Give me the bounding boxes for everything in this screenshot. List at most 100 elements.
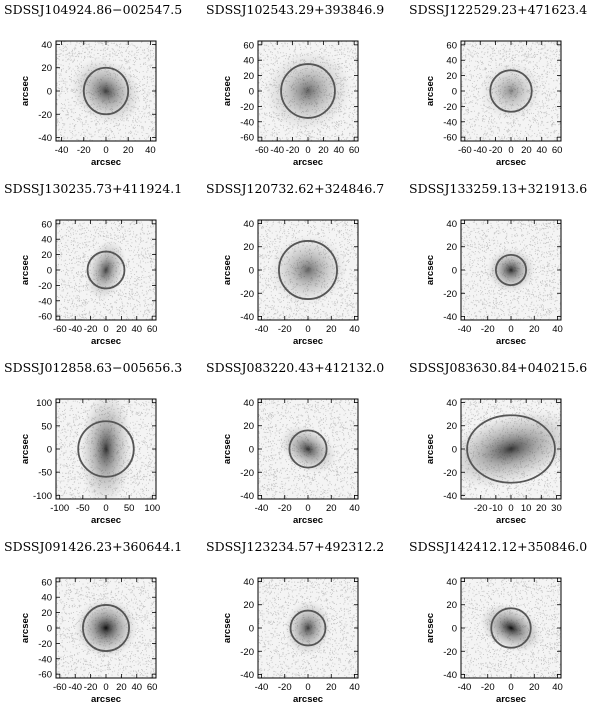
y-tick-label: -40 <box>443 117 457 128</box>
x-tick-label: -40 <box>458 324 472 335</box>
galaxy-panel: SDSSJ130235.73+411924.1-60 -40 -20 0 20 40 60-… <box>4 181 182 347</box>
x-axis-label: arcsec <box>91 336 121 347</box>
galaxy-light <box>79 399 133 499</box>
x-tick-label: 0 <box>508 145 513 156</box>
y-axis-label: arcsec <box>222 613 233 643</box>
x-tick-label: 20 <box>318 145 329 156</box>
x-tick-label: 0 <box>103 503 108 514</box>
x-tick-label: -40 <box>255 503 269 514</box>
y-tick-label: -40 <box>38 654 52 665</box>
y-tick-label: 60 <box>446 40 457 51</box>
panel-title: SDSSJ142412.12+350846.0 <box>409 539 587 554</box>
y-tick-label: -20 <box>38 639 52 650</box>
y-tick-label: 0 <box>249 624 254 635</box>
y-tick-label: 20 <box>243 242 254 253</box>
panel-title: SDSSJ104924.86−002547.5 <box>4 2 182 17</box>
y-tick-label: 0 <box>249 87 254 98</box>
panel-title: SDSSJ120732.62+324846.7 <box>206 181 384 196</box>
x-tick-label: 40 <box>131 682 142 693</box>
y-tick-label: -20 <box>443 289 457 300</box>
y-tick-label: 0 <box>249 445 254 456</box>
y-tick-label: 40 <box>41 40 52 51</box>
galaxy-image <box>56 578 156 678</box>
x-tick-label: -60 <box>255 145 269 156</box>
x-tick-label: -20 <box>481 682 495 693</box>
y-tick-label: -60 <box>240 133 254 144</box>
y-axis-label: arcsec <box>222 76 233 106</box>
y-tick-label: 40 <box>41 235 52 246</box>
y-tick-label: -20 <box>240 647 254 658</box>
y-tick-label: 0 <box>47 266 52 277</box>
aperture-circle <box>288 429 328 469</box>
x-axis-label: arcsec <box>91 515 121 526</box>
y-tick-label: -100 <box>33 491 52 502</box>
galaxy-image <box>461 578 561 678</box>
y-axis-label: arcsec <box>20 76 31 106</box>
galaxy-image <box>461 220 561 320</box>
x-tick-label: 20 <box>116 324 127 335</box>
x-axis-label: arcsec <box>496 157 526 168</box>
x-tick-label: -60 <box>53 682 67 693</box>
x-tick-label: 60 <box>349 145 360 156</box>
x-axis-label: arcsec <box>293 694 323 705</box>
x-tick-label: -10 <box>489 503 503 514</box>
galaxy-panel: SDSSJ120732.62+324846.7 -40 -20 0 20 40 -40 -20… <box>206 181 384 347</box>
galaxy-image <box>258 399 358 499</box>
x-tick-label: 10 <box>521 503 532 514</box>
y-tick-label: -20 <box>240 468 254 479</box>
x-tick-label: 20 <box>326 324 337 335</box>
galaxy-image <box>56 41 156 141</box>
y-tick-label: 40 <box>446 56 457 67</box>
x-tick-label: 0 <box>103 145 108 156</box>
galaxy-panel: SDSSJ123234.57+492312.2 -40 -20 0 20 40 -40 -20… <box>206 539 384 705</box>
x-tick-label: 0 <box>305 503 310 514</box>
x-axis-label: arcsec <box>293 336 323 347</box>
y-tick-label: 20 <box>446 71 457 82</box>
x-tick-label: -20 <box>84 682 98 693</box>
x-tick-label: 50 <box>124 503 135 514</box>
galaxy-light <box>70 57 142 125</box>
x-tick-label: 0 <box>305 145 310 156</box>
x-tick-label: -20 <box>84 324 98 335</box>
aperture-circle <box>494 253 528 287</box>
y-tick-label: -20 <box>443 102 457 113</box>
aperture-circle <box>86 250 126 290</box>
x-tick-label: 20 <box>521 145 532 156</box>
x-tick-label: -40 <box>473 145 487 156</box>
y-tick-label: 20 <box>446 421 457 432</box>
x-tick-label: 20 <box>116 682 127 693</box>
x-tick-label: 20 <box>536 503 547 514</box>
galaxy-image <box>258 578 358 678</box>
x-tick-label: 20 <box>529 324 540 335</box>
x-tick-label: 40 <box>145 145 156 156</box>
x-tick-label: -20 <box>278 682 292 693</box>
y-tick-label: 40 <box>446 577 457 588</box>
galaxy-panel: SDSSJ083220.43+412132.0 -40 -20 0 20 40 -40 -20… <box>206 360 384 526</box>
panel-title: SDSSJ083630.84+040215.6 <box>409 360 587 375</box>
x-tick-label: -40 <box>458 682 472 693</box>
x-tick-label: 20 <box>326 503 337 514</box>
y-tick-label: 20 <box>41 250 52 261</box>
y-tick-label: 0 <box>47 87 52 98</box>
x-tick-label: 100 <box>144 503 160 514</box>
y-tick-label: 60 <box>243 40 254 51</box>
x-axis-label: arcsec <box>91 694 121 705</box>
y-tick-label: -40 <box>38 296 52 307</box>
y-tick-label: -60 <box>443 133 457 144</box>
y-tick-label: 0 <box>47 624 52 635</box>
x-tick-label: 0 <box>103 324 108 335</box>
x-tick-label: 40 <box>552 324 563 335</box>
x-tick-label: 0 <box>508 682 513 693</box>
galaxy-panel: SDSSJ142412.12+350846.0 -40 -20 0 20 40 -40 -20… <box>409 539 587 705</box>
y-tick-label: -40 <box>443 670 457 681</box>
panel-title: SDSSJ091426.23+360644.1 <box>4 539 182 554</box>
aperture-circle <box>490 607 532 649</box>
x-tick-label: 20 <box>326 682 337 693</box>
y-axis-label: arcsec <box>222 434 233 464</box>
y-tick-label: 0 <box>249 266 254 277</box>
x-tick-label: 0 <box>305 324 310 335</box>
y-tick-label: -20 <box>38 110 52 121</box>
x-tick-label: 60 <box>147 682 158 693</box>
galaxy-panel: SDSSJ133259.13+321913.6 -40 -20 0 20 40 -40 -20… <box>409 181 587 347</box>
